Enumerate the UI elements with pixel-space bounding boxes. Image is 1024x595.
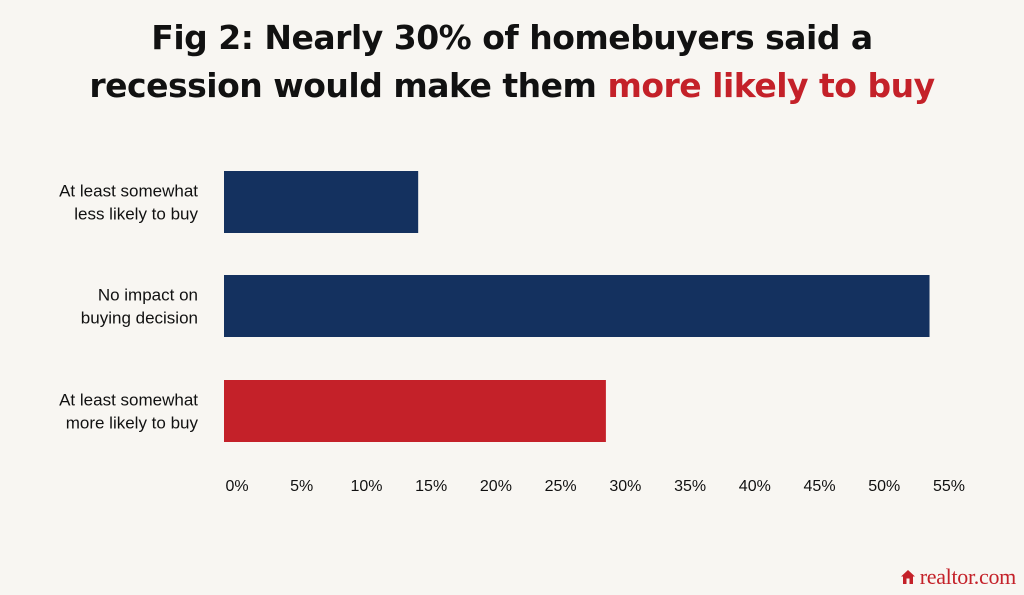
category-label-2-line-2: buying decision xyxy=(81,309,198,328)
title-line-2: recession would make them more likely to… xyxy=(0,62,1024,110)
x-tick-label-55: 55% xyxy=(933,478,965,495)
title-line-1: Fig 2: Nearly 30% of homebuyers said a xyxy=(151,18,873,57)
category-label-3-line-2: more likely to buy xyxy=(66,414,199,433)
logo-text: realtor.com xyxy=(919,564,1017,589)
x-tick-label-40: 40% xyxy=(739,478,771,495)
category-labels-group: At least somewhat less likely to buy No im… xyxy=(59,182,198,433)
category-label-2-line-1: No impact on xyxy=(98,286,198,305)
bars-group xyxy=(224,171,930,442)
x-tick-label-20: 20% xyxy=(480,478,512,495)
x-tick-label-30: 30% xyxy=(609,478,641,495)
bar-3 xyxy=(224,380,606,442)
x-tick-label-0: 0% xyxy=(225,478,248,495)
title-highlight: more likely to buy xyxy=(607,66,935,105)
category-label-1-line-1: At least somewhat xyxy=(59,182,198,201)
x-tick-label-15: 15% xyxy=(415,478,447,495)
bar-1 xyxy=(224,171,419,233)
x-tick-label-10: 10% xyxy=(350,478,382,495)
x-tick-label-5: 5% xyxy=(290,478,313,495)
bar-2 xyxy=(224,275,930,337)
x-tick-label-35: 35% xyxy=(674,478,706,495)
chart-title: Fig 2: Nearly 30% of homebuyers said a r… xyxy=(0,14,1024,110)
realtor-logo: realtor.com xyxy=(900,564,1017,589)
house-icon xyxy=(900,570,915,584)
x-tick-label-25: 25% xyxy=(545,478,577,495)
title-line-2-prefix: recession would make them xyxy=(89,66,608,105)
x-tick-labels-group: 0% 5% 10% 15% 20% 25% 30% 35% 40% 45% 50% 55% xyxy=(225,478,965,495)
x-tick-label-50: 50% xyxy=(868,478,900,495)
x-tick-label-45: 45% xyxy=(804,478,836,495)
category-label-1-line-2: less likely to buy xyxy=(74,205,198,224)
category-label-3-line-1: At least somewhat xyxy=(59,391,198,410)
